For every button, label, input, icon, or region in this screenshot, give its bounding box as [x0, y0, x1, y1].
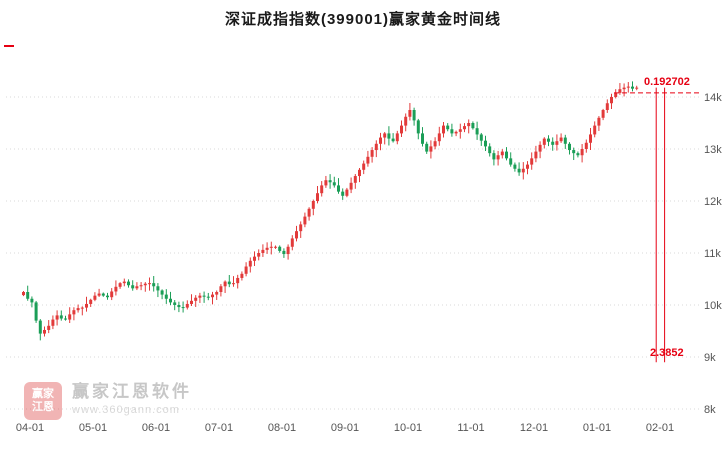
- brand-logo-text-bottom: 江恩: [32, 401, 54, 413]
- svg-text:10-01: 10-01: [394, 422, 422, 434]
- y-axis-labels: 14k 13k 12k 11k 10k 9k 8k: [704, 92, 722, 416]
- svg-text:14k: 14k: [704, 92, 722, 104]
- svg-text:05-01: 05-01: [79, 422, 107, 434]
- watermark: 赢家 江恩 赢家江恩软件 www.360gann.com: [24, 382, 192, 420]
- candles-layer: [22, 81, 639, 341]
- svg-text:12-01: 12-01: [520, 422, 548, 434]
- svg-text:04-01: 04-01: [16, 422, 44, 434]
- gann-vlines[interactable]: [655, 87, 666, 363]
- svg-text:02-01: 02-01: [646, 422, 674, 434]
- svg-text:11-01: 11-01: [457, 422, 484, 434]
- x-axis-labels: 04-01 05-01 06-01 07-01 08-01 09-01 10-01 11-01…: [16, 422, 674, 434]
- gann-ratio-bottom-label: 2.3852: [650, 347, 684, 359]
- gann-ratio-top-label: 0.192702: [644, 76, 690, 88]
- svg-text:07-01: 07-01: [205, 422, 233, 434]
- svg-text:12k: 12k: [704, 196, 722, 208]
- svg-text:06-01: 06-01: [142, 422, 170, 434]
- svg-text:10k: 10k: [704, 300, 722, 312]
- chart-title: 深证成指指数(399001)赢家黄金时间线: [224, 11, 502, 28]
- svg-text:08-01: 08-01: [268, 422, 296, 434]
- svg-text:11k: 11k: [704, 248, 721, 260]
- brand-logo-text-top: 赢家: [32, 388, 54, 400]
- watermark-url: www.360gann.com: [72, 404, 180, 416]
- watermark-brand: 赢家江恩软件: [72, 382, 192, 401]
- svg-text:13k: 13k: [704, 144, 722, 156]
- svg-text:09-01: 09-01: [331, 422, 359, 434]
- grid-layer: [6, 96, 700, 410]
- svg-text:01-01: 01-01: [583, 422, 611, 434]
- svg-text:9k: 9k: [704, 352, 716, 364]
- svg-text:8k: 8k: [704, 404, 716, 416]
- brand-logo-icon: 赢家 江恩: [24, 382, 62, 420]
